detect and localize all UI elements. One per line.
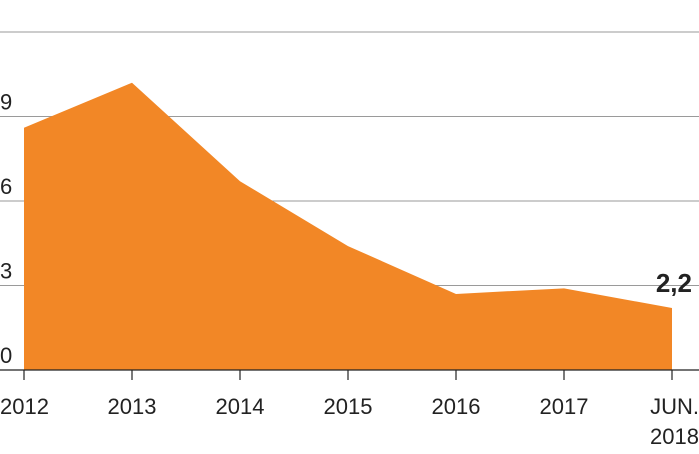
last-value-annotation: 2,2 [656, 268, 692, 298]
x-tick-label-2017: 2017 [540, 394, 589, 419]
x-tick-label-jun-: JUN. [650, 394, 699, 419]
x-tick-label-2016: 2016 [432, 394, 481, 419]
x-tick-label-2018: 2018 [650, 424, 699, 449]
x-tick-label-2015: 2015 [324, 394, 373, 419]
x-axis [0, 369, 699, 380]
y-tick-label-3: 3 [0, 259, 12, 284]
y-axis-labels: 0 3 6 9 [0, 90, 12, 369]
y-tick-label-6: 6 [0, 174, 12, 199]
y-tick-label-9: 9 [0, 90, 12, 115]
x-tick-label-2013: 2013 [108, 394, 157, 419]
x-tick-label-2012: 2012 [0, 394, 49, 419]
area-series [24, 82, 672, 370]
x-axis-labels: 2012 2013 2014 2015 2016 2017 JUN. 2018 [0, 394, 699, 449]
y-tick-label-0: 0 [0, 343, 12, 368]
area-fill [24, 82, 672, 370]
x-tick-label-2014: 2014 [216, 394, 265, 419]
